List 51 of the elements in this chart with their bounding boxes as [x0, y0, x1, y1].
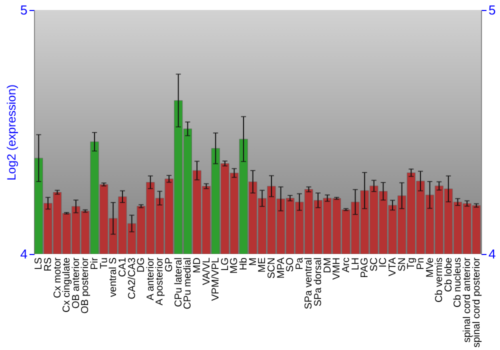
x-tick-label: VPM/VPL [210, 257, 222, 301]
x-tick-label: Tg [406, 258, 418, 270]
x-tick-label: Tu [98, 258, 110, 269]
x-tick-label: Pa [294, 257, 306, 270]
x-tick-label: LH [350, 258, 362, 270]
x-tick-label: LS [34, 257, 45, 270]
y2-tick-label: 4 [488, 246, 496, 262]
x-tick-label: VA/VL [201, 257, 212, 286]
x-tick-label: Pir [90, 256, 101, 270]
x-tick-label: spinal cord posterior [471, 256, 482, 348]
x-tick-label: Cb nucleus [452, 258, 464, 308]
x-tick-label: MPA [276, 257, 287, 278]
y-axis-title: Log2 (expression) [4, 84, 18, 181]
x-tick-label: RS [42, 257, 54, 272]
x-tick-label: spinal cord anterior [462, 256, 474, 343]
x-tick-label: DM [322, 258, 334, 274]
x-tick-label: VTA [388, 257, 399, 276]
x-tick-label: Pn [415, 258, 426, 270]
x-tick-label: SO [285, 257, 296, 272]
x-tick-label: MD [192, 258, 203, 274]
x-tick-label: Cx motor [52, 256, 64, 298]
x-tick-label: OB anterior [70, 256, 82, 309]
x-tick-label: VMH [332, 258, 343, 280]
x-tick-label: Arc [340, 258, 352, 272]
x-tick-label: IC [378, 258, 390, 268]
x-tick-label: SC [368, 258, 380, 272]
x-tick-label: CPu medial [182, 258, 194, 310]
x-tick-label: MG [229, 257, 240, 274]
x-tick-label: Cb lobe [443, 257, 454, 292]
x-tick-label: SPa ventral [304, 258, 315, 310]
x-tick-label: ME [257, 257, 268, 272]
x-tick-label: SN [396, 258, 408, 272]
x-tick-label: CA2/CA3 [126, 257, 138, 300]
x-tick-label: Cx cingulate [62, 257, 73, 313]
x-tick-label: M [248, 258, 259, 266]
x-tick-label: Cb vermis [434, 258, 446, 303]
y2-tick-label: 5 [488, 2, 496, 18]
x-tick-label: ventral S [108, 257, 120, 297]
x-tick-label: CPu lateral [173, 258, 184, 307]
x-tick-label: A anterior [145, 256, 156, 300]
x-tick-label: Hb [238, 257, 250, 270]
x-tick-label: GP [164, 257, 176, 272]
x-tick-label: SCN [266, 258, 278, 279]
x-tick-label: DG [136, 257, 148, 272]
x-tick-label: SPa dorsal [313, 258, 324, 306]
x-tick-label: LG [220, 257, 231, 271]
x-tick-label: MVe [424, 257, 436, 278]
x-tick-label: CA1 [117, 257, 128, 277]
x-tick-label: PAG [360, 257, 371, 278]
x-tick-label: A posterior [154, 256, 166, 306]
x-tick-label: OB posterior [80, 256, 92, 314]
